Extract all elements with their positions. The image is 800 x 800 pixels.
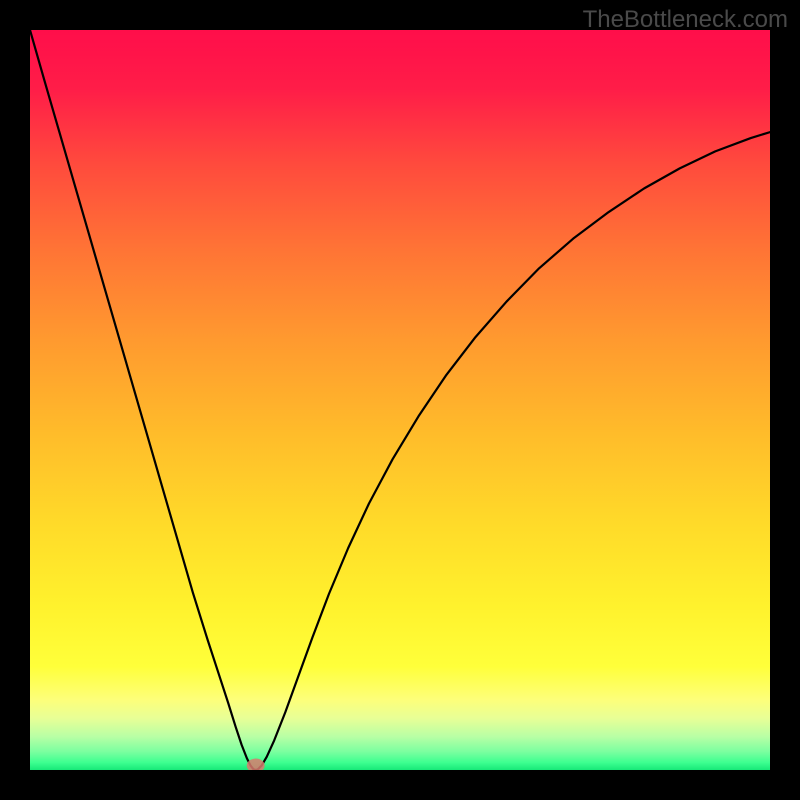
plot-area <box>30 30 770 770</box>
watermark-text: TheBottleneck.com <box>583 6 788 34</box>
chart-stage: TheBottleneck.com <box>0 0 800 800</box>
curve-layer <box>30 30 770 770</box>
optimal-point-marker <box>247 759 265 770</box>
bottleneck-curve <box>30 30 770 770</box>
